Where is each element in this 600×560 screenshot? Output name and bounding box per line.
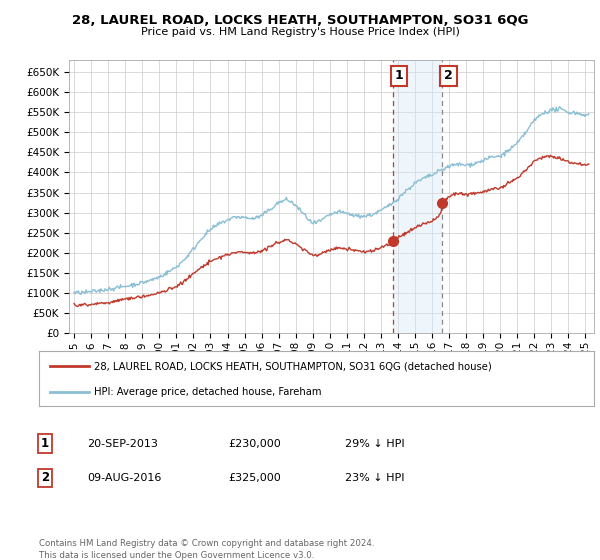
Bar bbox=[393, 60, 442, 333]
Text: 28, LAUREL ROAD, LOCKS HEATH, SOUTHAMPTON, SO31 6QG: 28, LAUREL ROAD, LOCKS HEATH, SOUTHAMPTO… bbox=[72, 14, 528, 27]
Text: 1: 1 bbox=[41, 437, 49, 450]
Text: £325,000: £325,000 bbox=[228, 473, 281, 483]
Text: 28, LAUREL ROAD, LOCKS HEATH, SOUTHAMPTON, SO31 6QG (detached house): 28, LAUREL ROAD, LOCKS HEATH, SOUTHAMPTO… bbox=[95, 362, 492, 371]
Text: Contains HM Land Registry data © Crown copyright and database right 2024.
This d: Contains HM Land Registry data © Crown c… bbox=[39, 539, 374, 559]
Text: 2: 2 bbox=[41, 471, 49, 484]
Text: 2: 2 bbox=[444, 69, 453, 82]
Text: 20-SEP-2013: 20-SEP-2013 bbox=[87, 438, 158, 449]
Text: £230,000: £230,000 bbox=[228, 438, 281, 449]
Text: 29% ↓ HPI: 29% ↓ HPI bbox=[345, 438, 404, 449]
Text: Price paid vs. HM Land Registry's House Price Index (HPI): Price paid vs. HM Land Registry's House … bbox=[140, 27, 460, 37]
Text: 1: 1 bbox=[395, 69, 404, 82]
Text: HPI: Average price, detached house, Fareham: HPI: Average price, detached house, Fare… bbox=[95, 388, 322, 397]
Text: 09-AUG-2016: 09-AUG-2016 bbox=[87, 473, 161, 483]
Text: 23% ↓ HPI: 23% ↓ HPI bbox=[345, 473, 404, 483]
